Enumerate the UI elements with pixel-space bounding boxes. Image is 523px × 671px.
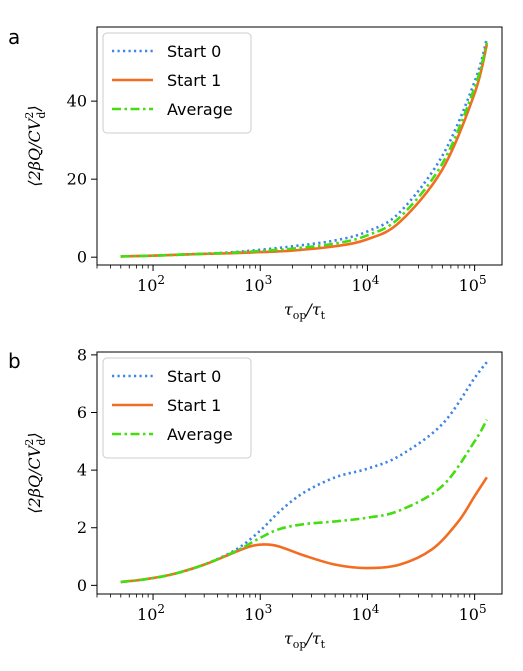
legend: Start 0 Start 1 Average	[102, 32, 252, 134]
legend-box	[102, 357, 252, 459]
y-tick-label: 0	[77, 248, 87, 267]
plot-frame	[96, 351, 503, 595]
x-tick-label: 102	[137, 602, 165, 624]
x-tick-label: 103	[244, 602, 272, 624]
x-axis-label: τop/τt	[284, 629, 326, 651]
series-line-average	[120, 419, 488, 584]
x-axis-label: τop/τt	[284, 300, 326, 322]
x-tick-label: 103	[244, 273, 272, 295]
y-tick-label: 6	[77, 403, 87, 422]
legend: Start 0 Start 1 Average	[102, 357, 252, 459]
y-axis-label: ⟨2βQ/CV2d⟩	[23, 105, 48, 186]
chart-panel-b: 102 103 104 105 0 2 4 6 8 τop/τt ⟨2βQ/CV2d⟩ Start 0…	[23, 345, 503, 651]
legend-label: Average	[167, 100, 233, 119]
y-tick-label: 4	[77, 461, 87, 480]
y-tick-label: 2	[77, 518, 87, 537]
series-line-average	[120, 42, 489, 258]
y-tick-label: 20	[67, 170, 87, 189]
legend-label: Start 0	[167, 367, 221, 386]
legend-label: Start 1	[167, 71, 221, 90]
y-tick-label: 0	[77, 576, 87, 595]
x-tick-label: 104	[351, 273, 379, 295]
y-tick-label: 40	[67, 92, 87, 111]
panel-letter-a: a	[8, 25, 20, 49]
panel-letter-b: b	[8, 349, 21, 373]
legend-box	[102, 32, 252, 134]
series-line-start-0	[120, 38, 489, 258]
y-tick-label: 8	[77, 345, 87, 364]
x-tick-label: 104	[351, 602, 379, 624]
legend-label: Start 1	[167, 396, 221, 415]
series-line-start-0	[120, 361, 488, 584]
legend-label: Average	[167, 425, 233, 444]
x-tick-label: 105	[459, 602, 487, 624]
x-tick-label: 105	[459, 273, 487, 295]
legend-label: Start 0	[167, 42, 221, 61]
plot-frame	[96, 26, 503, 266]
x-tick-label: 102	[137, 273, 165, 295]
chart-panel-a: 102 103 104 105 0 20 40 τop/τt ⟨2βQ/CV2d⟩ Start 0…	[23, 26, 503, 322]
y-axis-label: ⟨2βQ/CV2d⟩	[23, 432, 48, 513]
